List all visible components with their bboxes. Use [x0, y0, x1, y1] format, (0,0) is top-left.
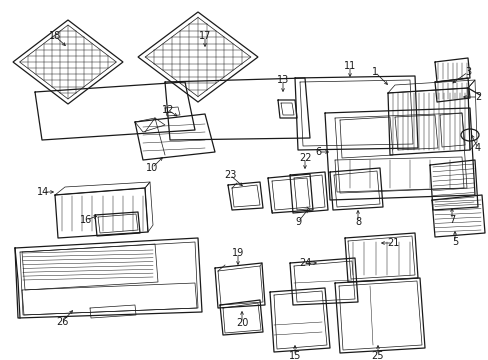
Text: 5: 5 [451, 237, 457, 247]
Text: 6: 6 [314, 147, 321, 157]
Text: 2: 2 [474, 92, 480, 102]
Text: 25: 25 [371, 351, 384, 360]
Text: 26: 26 [56, 317, 68, 327]
Text: 10: 10 [145, 163, 158, 173]
Text: 19: 19 [231, 248, 244, 258]
Text: 23: 23 [224, 170, 236, 180]
Text: 14: 14 [37, 187, 49, 197]
Text: 17: 17 [199, 31, 211, 41]
Text: 7: 7 [448, 215, 454, 225]
Text: 8: 8 [354, 217, 360, 227]
Text: 11: 11 [343, 61, 355, 71]
Polygon shape [138, 12, 258, 102]
Text: 15: 15 [288, 351, 301, 360]
Text: 20: 20 [235, 318, 248, 328]
Text: 21: 21 [386, 238, 398, 248]
Text: 12: 12 [162, 105, 174, 115]
Text: 24: 24 [298, 258, 310, 268]
Text: 13: 13 [276, 75, 288, 85]
Text: 1: 1 [371, 67, 377, 77]
Text: 4: 4 [474, 143, 480, 153]
Polygon shape [13, 20, 123, 104]
Text: 18: 18 [49, 31, 61, 41]
Text: 22: 22 [298, 153, 311, 163]
Text: 16: 16 [80, 215, 92, 225]
Text: 3: 3 [464, 67, 470, 77]
Text: 9: 9 [294, 217, 301, 227]
